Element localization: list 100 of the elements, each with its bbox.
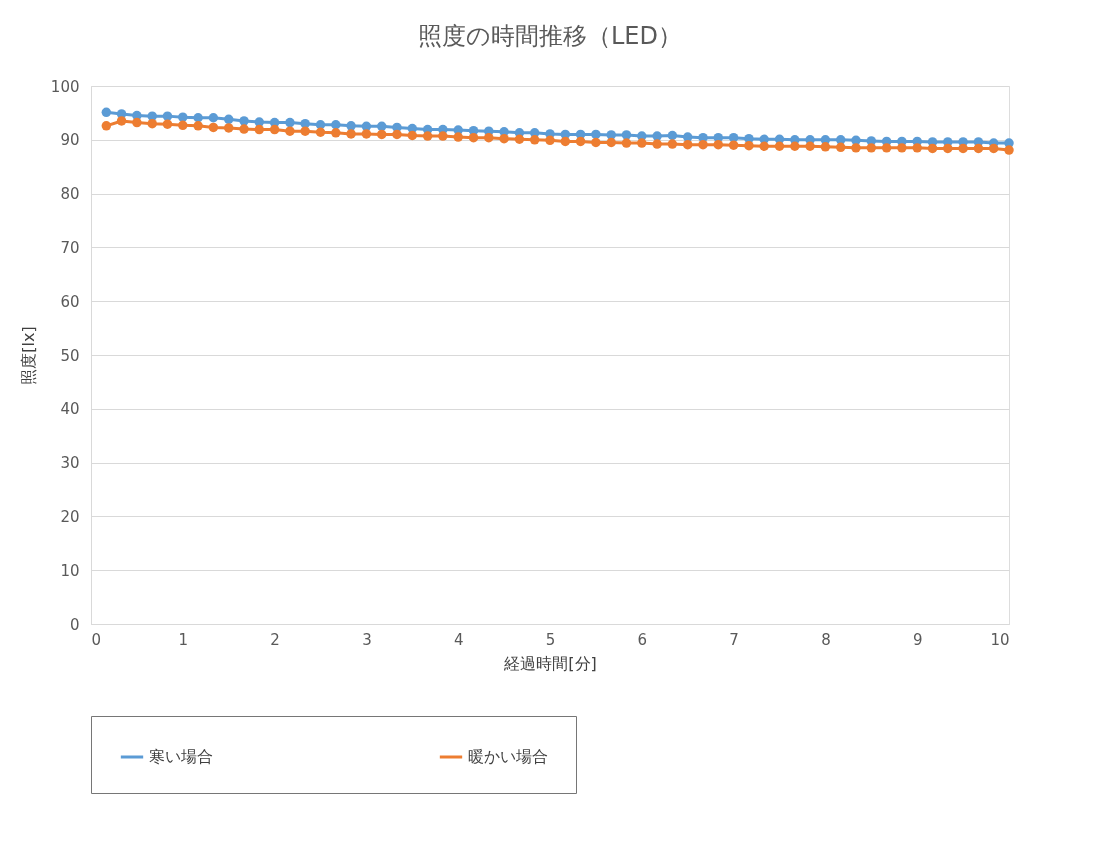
legend-label: 暖かい場合 [468,747,548,766]
point [376,121,387,132]
point [193,121,203,131]
y-tick-label: 0 [69,615,80,634]
y-tick-label: 20 [60,507,80,526]
point [728,140,739,150]
point [116,116,127,126]
point [438,131,448,141]
point [346,129,356,139]
point [529,135,540,145]
y-tick-label: 60 [60,292,80,311]
x-tick-label: 3 [362,630,372,649]
point [300,126,310,136]
x-axis-title: 経過時間[分] [503,653,597,673]
point [943,143,953,154]
y-axis-title: 照度[lx] [18,326,38,385]
x-tick-label: 8 [821,630,831,649]
point [698,139,708,150]
point [132,117,142,128]
point [560,136,571,147]
point [178,112,188,122]
legend-label: 寒い場合 [149,747,213,766]
point [621,138,632,148]
point [759,141,769,151]
y-tick-label: 50 [60,346,80,365]
x-tick-label: 9 [912,630,923,649]
x-tick-label: 10 [990,630,1010,649]
point [101,107,112,118]
point [973,143,984,154]
point [958,143,968,154]
point [897,143,907,153]
point [866,143,877,153]
point [820,142,831,152]
point [881,143,892,153]
point [285,126,295,136]
y-tick-label: 40 [60,400,80,419]
point [208,122,219,133]
point [652,131,662,141]
point [682,139,693,150]
point [927,143,938,154]
point [744,140,754,151]
point [239,116,249,126]
point [239,124,249,134]
point [376,129,387,140]
point [667,139,678,149]
point [652,139,662,149]
point [453,132,463,142]
point [361,129,372,139]
point [728,132,739,143]
point [162,119,173,129]
point [805,141,815,151]
point [988,143,999,154]
y-tick-label: 90 [60,131,80,150]
y-tick-label: 100 [50,77,80,96]
point [300,118,310,129]
x-tick-label: 2 [270,630,280,649]
point [912,143,922,153]
point [223,123,234,133]
point [591,129,601,140]
point [790,141,800,151]
point [254,124,265,135]
y-tick-label: 30 [60,454,80,473]
point [285,117,295,128]
point [208,113,219,123]
point [223,114,234,125]
point [514,134,525,144]
point [606,137,616,148]
point [774,141,785,151]
point [484,132,494,143]
point [851,143,861,153]
y-tick-label: 10 [60,561,80,580]
x-tick-label: 1 [178,630,189,649]
point [1004,145,1014,155]
x-tick-label: 5 [545,630,556,649]
x-tick-label: 4 [453,630,464,649]
point [667,130,678,141]
point [637,138,647,148]
point [545,135,555,146]
point [713,139,724,150]
point [422,131,433,141]
point [468,132,479,143]
point [162,111,173,121]
y-tick-label: 70 [60,238,80,257]
point [407,130,418,141]
x-tick-label: 7 [729,630,739,649]
point [178,120,188,131]
point [499,133,509,144]
point [101,121,112,131]
chart-title: 照度の時間推移（LED） [417,22,683,50]
point [591,137,601,148]
point [269,124,280,135]
point [331,128,341,138]
point [315,127,326,137]
x-tick-label: 0 [91,630,102,649]
point [392,129,402,140]
point [147,118,157,129]
point [575,136,586,147]
y-tick-label: 80 [60,185,80,204]
point [835,142,846,153]
x-tick-label: 6 [637,630,648,649]
